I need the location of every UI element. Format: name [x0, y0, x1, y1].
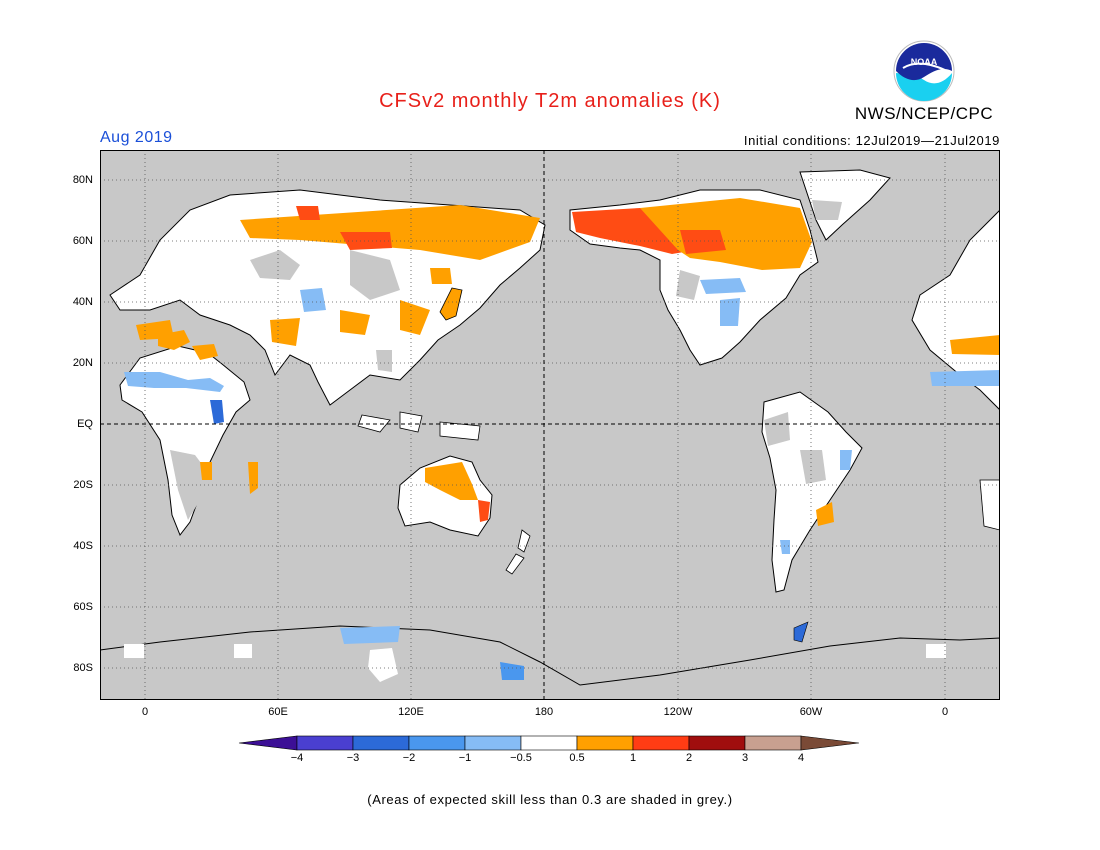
forecast-period: Aug 2019 [100, 129, 173, 146]
colorbar-triangle-low [238, 735, 298, 751]
lon-label-120w: 120W [663, 706, 693, 718]
svg-text:NOAA: NOAA [911, 57, 938, 67]
lon-label-0-east: 0 [941, 706, 949, 718]
colorbar [238, 735, 860, 751]
noaa-logo: NOAA [893, 40, 955, 102]
lat-label-20n: 20N [72, 357, 93, 369]
colorbar-label: 3 [741, 752, 749, 764]
colorbar-cell [296, 735, 354, 751]
colorbar-label: 4 [797, 752, 805, 764]
colorbar-cell [520, 735, 578, 751]
colorbar-cell [576, 735, 634, 751]
lat-label-80s: 80S [73, 662, 93, 674]
lat-label-60s: 60S [73, 601, 93, 613]
lat-label-60n: 60N [72, 235, 93, 247]
colorbar-cell [352, 735, 410, 751]
lon-label-0: 0 [141, 706, 149, 718]
lat-label-eq: EQ [77, 418, 93, 430]
lon-label-60w: 60W [799, 706, 823, 718]
colorbar-cell [464, 735, 522, 751]
lat-label-20s: 20S [73, 479, 93, 491]
colorbar-label: 1 [629, 752, 637, 764]
colorbar-cell [688, 735, 746, 751]
initial-conditions: Initial conditions: 12Jul2019—21Jul2019 [743, 133, 1000, 148]
skill-note: (Areas of expected skill less than 0.3 a… [367, 792, 733, 807]
colorbar-cell [632, 735, 690, 751]
lat-label-40n: 40N [72, 296, 93, 308]
antarctica-landmass [100, 625, 1000, 700]
colorbar-label: −2 [402, 752, 416, 764]
colorbar-label: −4 [290, 752, 304, 764]
colorbar-cell [744, 735, 802, 751]
lat-label-40s: 40S [73, 540, 93, 552]
map-title: CFSv2 monthly T2m anomalies (K) [379, 90, 721, 112]
europe-africa-repeat [911, 209, 1000, 411]
colorbar-label: −0.5 [510, 752, 532, 764]
lon-label-60e: 60E [268, 706, 288, 718]
lat-label-80n: 80N [72, 174, 93, 186]
colorbar-cell [408, 735, 466, 751]
colorbar-label: 0.5 [569, 752, 585, 764]
anomaly-map [100, 150, 1000, 700]
lon-label-120e: 120E [398, 706, 424, 718]
colorbar-label: −1 [458, 752, 472, 764]
greenland-landmass [799, 169, 891, 241]
lon-label-180: 180 [534, 706, 554, 718]
colorbar-label: −3 [346, 752, 360, 764]
organization-label: NWS/NCEP/CPC [854, 104, 994, 123]
colorbar-label: 2 [685, 752, 693, 764]
australia-landmass [397, 455, 493, 537]
colorbar-triangle-high [800, 735, 860, 751]
